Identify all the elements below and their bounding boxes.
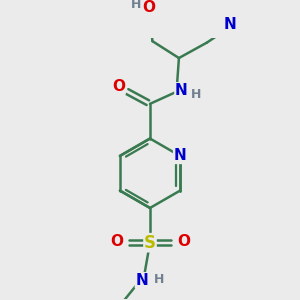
Text: S: S <box>144 234 156 252</box>
Text: N: N <box>223 17 236 32</box>
Text: N: N <box>135 273 148 288</box>
Text: H: H <box>154 273 164 286</box>
Text: O: O <box>177 234 190 249</box>
Text: O: O <box>142 0 155 15</box>
Text: O: O <box>112 79 125 94</box>
Text: H: H <box>131 0 142 11</box>
Text: N: N <box>175 83 188 98</box>
Text: O: O <box>110 234 123 249</box>
Text: H: H <box>190 88 201 101</box>
Text: N: N <box>174 148 186 164</box>
